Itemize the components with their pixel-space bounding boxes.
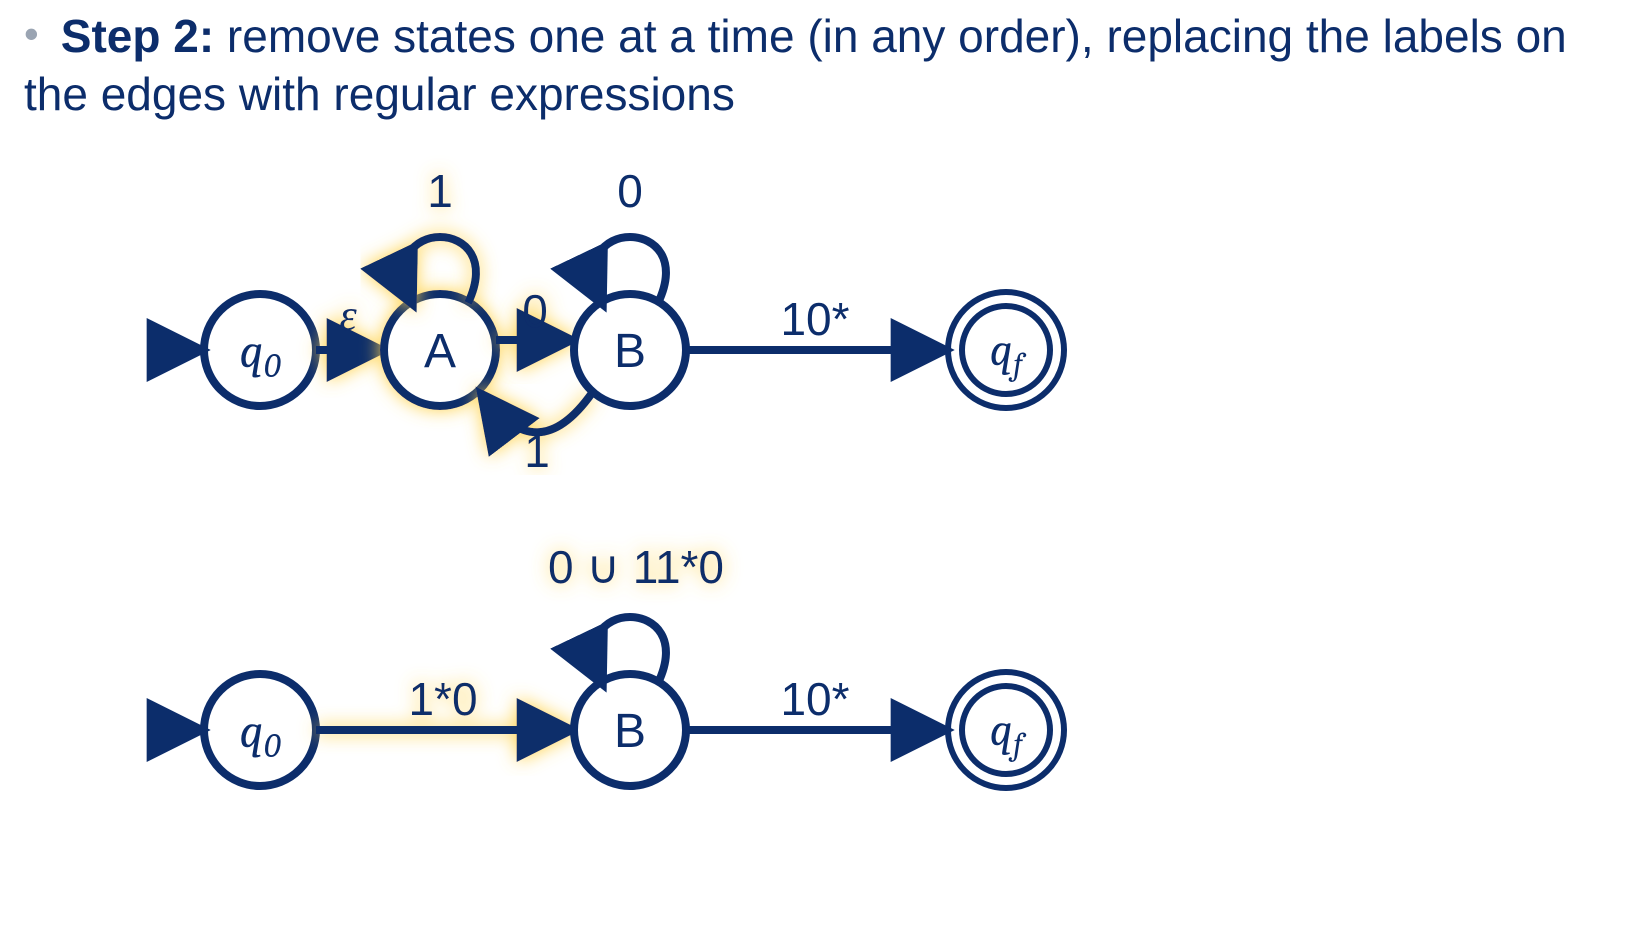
- edge-q0-A-label: ε: [339, 290, 357, 341]
- edge-B-A: 1: [482, 393, 592, 475]
- state-B-2-label: B: [614, 705, 646, 758]
- state-B-label: B: [614, 325, 646, 378]
- edge-A-A-label: 1: [427, 165, 453, 217]
- edge-B-B-2-label: 0 ∪ 11*0: [548, 541, 724, 593]
- step-label: Step 2:: [61, 10, 214, 62]
- edge-B-qf-label: 10*: [780, 293, 849, 345]
- bullet-dot: •: [24, 8, 48, 61]
- state-q0-2-label: q0: [239, 704, 281, 766]
- edge-B-A-label: 1: [524, 425, 550, 475]
- state-qf-label: qf: [990, 324, 1027, 383]
- edge-B-qf-2-label: 10*: [780, 673, 849, 725]
- edge-A-B: 0: [496, 285, 570, 340]
- state-qf-2-label: qf: [990, 704, 1027, 763]
- state-q0-label: q0: [239, 324, 281, 386]
- step2-text: • Step 2: remove states one at a time (i…: [24, 8, 1626, 123]
- automaton-diagram-2: q0 1*0 B 0 ∪ 11*0 10* qf: [0, 505, 1600, 825]
- state-A-label: A: [424, 325, 456, 378]
- step-description: remove states one at a time (in any orde…: [24, 10, 1567, 120]
- edge-q0-A: ε: [316, 290, 380, 350]
- edge-A-A-loop: 1: [404, 165, 476, 303]
- automaton-diagram-1: q0 ε A 1 0 1 B 0: [0, 155, 1600, 475]
- edge-A-B-label: 0: [522, 285, 548, 337]
- edge-q0-B-2-label: 1*0: [408, 673, 477, 725]
- edge-q0-B-2: 1*0: [316, 673, 570, 730]
- edge-B-B-label: 0: [617, 165, 643, 217]
